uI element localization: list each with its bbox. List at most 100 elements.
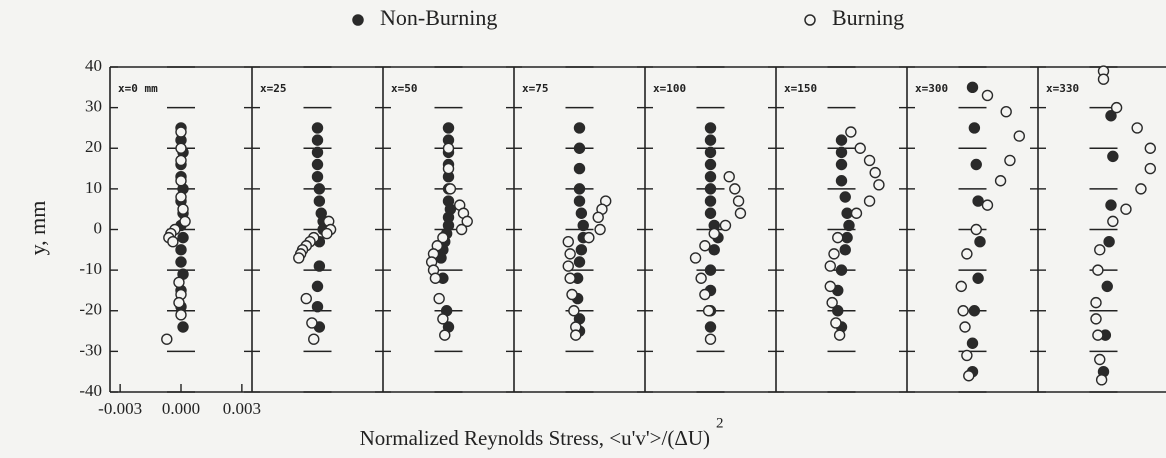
data-point: [1094, 244, 1106, 256]
data-point: [1105, 199, 1117, 211]
data-point: [573, 256, 586, 268]
data-point: [835, 146, 848, 159]
data-point: [704, 195, 717, 207]
data-point: [1095, 374, 1108, 386]
data-point: [843, 219, 855, 232]
legend-label: Non-Burning: [380, 5, 497, 30]
panel-label: x=25: [260, 82, 287, 95]
data-point: [311, 280, 324, 293]
data-point: [173, 276, 185, 289]
data-point: [573, 122, 586, 134]
x-tick-label: 0.003: [223, 399, 261, 418]
data-point: [311, 134, 324, 146]
panel-label: x=75: [522, 82, 549, 95]
data-point: [1144, 162, 1156, 175]
data-point: [869, 166, 881, 179]
data-point: [966, 337, 979, 349]
data-point: [167, 235, 179, 248]
data-point: [828, 248, 840, 260]
data-point: [826, 296, 838, 309]
data-point: [177, 321, 189, 333]
data-point: [699, 288, 711, 301]
data-point: [175, 154, 187, 167]
data-point: [455, 223, 468, 236]
data-point: [972, 195, 984, 207]
data-point: [1092, 264, 1104, 276]
data-point: [1107, 150, 1119, 163]
data-point: [175, 309, 187, 321]
data-point: [1013, 130, 1025, 142]
panel-label: x=300: [915, 82, 948, 95]
data-point: [704, 158, 717, 171]
data-point: [461, 215, 473, 228]
data-point: [824, 280, 836, 293]
data-point: [577, 219, 589, 232]
data-point: [177, 231, 189, 244]
panel-label: x=50: [391, 82, 418, 95]
panel-label: x=100: [653, 82, 686, 95]
data-point: [833, 329, 846, 341]
data-point: [970, 223, 982, 236]
data-point: [959, 321, 971, 333]
data-point: [981, 199, 994, 211]
y-tick-label: -20: [79, 300, 102, 319]
data-point: [708, 244, 720, 256]
x-axis-label-exponent: 2: [716, 415, 724, 431]
data-point: [566, 288, 578, 301]
data-point: [433, 292, 445, 305]
data-point: [854, 142, 866, 154]
y-tick-label: -30: [79, 340, 102, 359]
data-point: [313, 183, 326, 195]
data-point: [835, 264, 848, 276]
data-point: [1090, 296, 1102, 309]
panel-label: x=330: [1046, 82, 1079, 95]
data-point: [429, 272, 442, 284]
data-point: [311, 170, 324, 183]
data-point: [311, 158, 324, 171]
data-point: [704, 333, 717, 345]
data-point: [437, 231, 449, 244]
legend-label: Burning: [832, 5, 904, 30]
data-point: [841, 231, 853, 244]
data-point: [570, 329, 582, 341]
data-point: [439, 329, 451, 341]
data-point: [562, 260, 574, 272]
x-tick-label: 0.000: [162, 399, 200, 418]
y-axis-label: y, mm: [25, 201, 50, 256]
data-point: [704, 122, 717, 134]
data-point: [704, 207, 717, 219]
data-point: [841, 207, 853, 219]
data-point: [300, 292, 312, 305]
data-point: [835, 134, 848, 146]
data-point: [1101, 280, 1113, 293]
data-point: [562, 235, 574, 248]
data-point: [734, 207, 747, 219]
data-point: [175, 244, 187, 256]
data-point: [442, 162, 455, 175]
data-point: [839, 191, 851, 203]
data-point: [850, 207, 863, 219]
data-point: [961, 349, 973, 362]
data-point: [832, 231, 844, 244]
data-point: [321, 227, 333, 240]
data-point: [293, 252, 305, 264]
data-point: [583, 231, 595, 244]
data-point: [1105, 110, 1117, 122]
data-point: [306, 317, 318, 329]
data-point: [564, 272, 576, 284]
data-point: [175, 191, 187, 203]
data-point: [573, 195, 586, 207]
data-point: [1107, 215, 1119, 228]
data-point: [873, 179, 885, 191]
data-point: [695, 272, 707, 284]
data-point: [966, 81, 979, 94]
data-point: [972, 272, 984, 284]
data-point: [573, 162, 586, 175]
data-point: [968, 305, 981, 317]
data-point: [1103, 235, 1115, 248]
data-point: [704, 170, 717, 183]
data-point: [1090, 313, 1102, 325]
data-point: [311, 300, 324, 313]
y-tick-label: 40: [85, 56, 102, 75]
